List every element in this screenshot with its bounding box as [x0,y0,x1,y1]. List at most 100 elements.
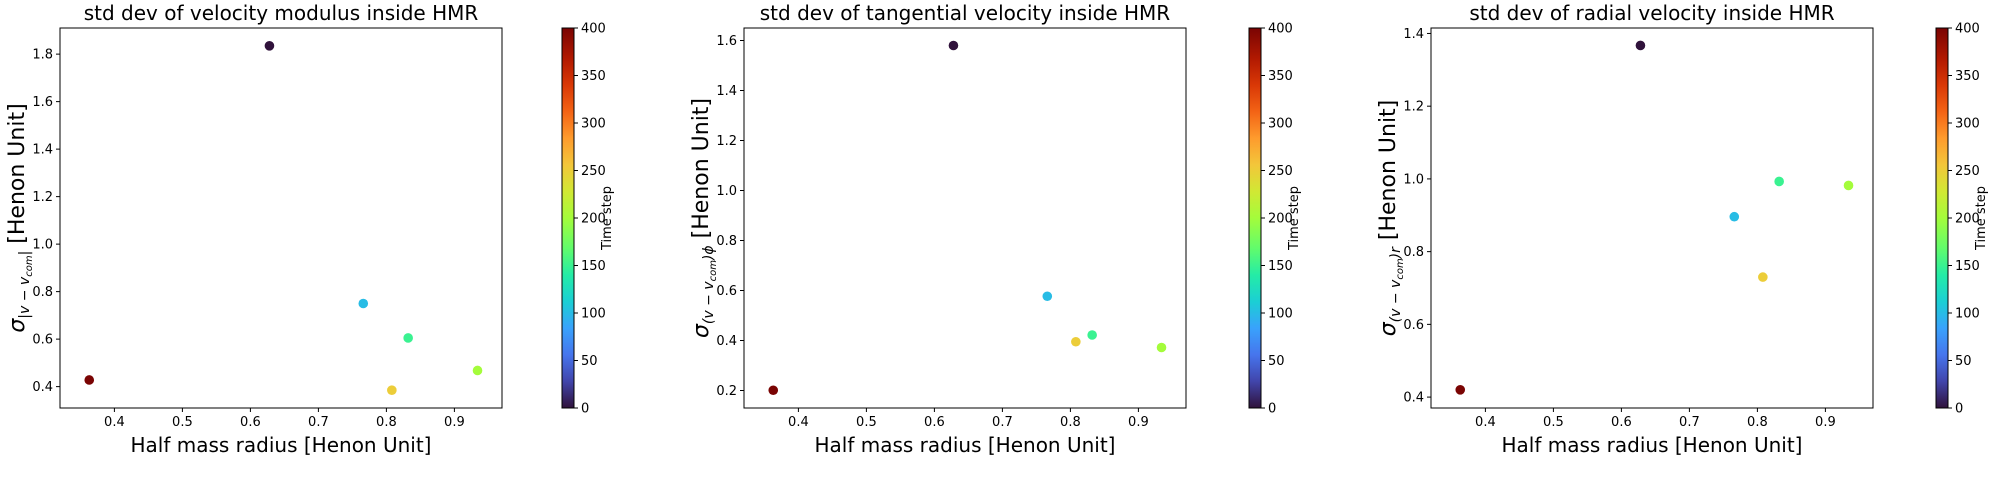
data-point-2[interactable] [403,333,413,343]
colorbar-tick-label: 300 [581,117,606,132]
data-point-0[interactable] [264,41,275,51]
colorbar-tick-label: 100 [1955,307,1980,322]
y-tick-label: 0.6 [32,333,53,348]
colorbar-label: Time step [1287,186,1302,251]
colorbar-tick-label: 0 [1268,402,1276,417]
colorbar-tick-label: 0 [581,402,589,417]
y-tick-label: 0.4 [1403,391,1424,406]
colorbar-tick-label: 400 [581,22,606,37]
x-axis-label: Half mass radius [Henon Unit] [131,433,432,457]
x-tick-label: 0.4 [1475,415,1496,430]
y-tick-label: 0.4 [32,380,53,395]
y-tick-label: 1.6 [32,95,53,110]
x-tick-label: 0.6 [924,415,945,430]
y-tick-label: 0.8 [1403,245,1424,260]
data-point-1[interactable] [358,298,369,309]
x-tick-label: 0.8 [1747,415,1768,430]
colorbar-gradient [1249,28,1261,408]
y-tick-label: 1.6 [716,34,737,49]
x-tick-label: 0.7 [1679,415,1700,430]
y-tick-label: 1.0 [32,238,53,253]
data-point-1[interactable] [1042,291,1053,302]
colorbar-label: Time step [600,186,615,251]
colorbar: 0 50 100 150 200 250 300 350 400 Time step [561,22,615,417]
colorbar-tick-label: 50 [1955,354,1972,369]
colorbar-tick-label: 150 [1268,259,1293,274]
data-point-0[interactable] [948,40,959,51]
data-point-4[interactable] [387,385,397,395]
y-tick-label: 1.2 [716,134,737,149]
x-axis-label: Half mass radius [Henon Unit] [1502,433,1803,457]
colorbar-label: Time step [1974,186,1989,251]
x-tick-label: 0.9 [1815,415,1836,430]
data-point-0[interactable] [1635,40,1646,51]
data-point-2[interactable] [1087,330,1097,340]
colorbar-tick-label: 150 [581,259,606,274]
colorbar-tick-label: 50 [1268,354,1285,369]
y-tick-label: 1.0 [1403,172,1424,187]
y-axis-label: σ|v − vcom| [Henon Unit] [5,103,35,332]
data-point-2[interactable] [1774,176,1784,187]
subplot-1: std dev of velocity modulus inside HMR 0.… [5,1,615,457]
colorbar-tick-label: 400 [1268,22,1293,37]
colorbar: 0 50 100 150 200 250 300 350 400 Time step [1248,22,1302,417]
x-tick-label: 0.4 [104,415,125,430]
colorbar-tick-label: 200 [581,212,606,227]
colorbar-tick-label: 150 [1955,259,1980,274]
y-tick-label: 1.0 [716,184,737,199]
chart-title: std dev of radial velocity inside HMR [1469,1,1834,25]
colorbar-tick-label: 350 [1268,69,1293,84]
x-tick-label: 0.8 [376,415,397,430]
data-point-3[interactable] [1156,342,1167,353]
colorbar-tick-label: 350 [1955,69,1980,84]
y-tick-label: 0.2 [716,384,737,399]
x-tick-label: 0.9 [444,415,465,430]
colorbar-tick-label: 300 [1268,117,1293,132]
y-tick-label: 0.8 [716,234,737,249]
data-point-5[interactable] [84,375,95,385]
colorbar-tick-label: 250 [581,164,606,179]
y-tick-label: 1.4 [1403,27,1424,42]
colorbar-tick-label: 350 [581,69,606,84]
x-tick-label: 0.5 [172,415,193,430]
colorbar-tick-label: 400 [1955,22,1980,37]
colorbar-tick-label: 100 [1268,307,1293,322]
x-tick-label: 0.9 [1128,415,1149,430]
colorbar-tick-label: 300 [1955,117,1980,132]
x-tick-label: 0.6 [240,415,261,430]
colorbar-tick-label: 200 [1955,212,1980,227]
y-tick-label: 0.8 [32,285,53,300]
data-point-1[interactable] [1729,211,1740,222]
y-tick-label: 0.4 [716,334,737,349]
y-tick-label: 1.2 [1403,100,1424,115]
x-axis-label: Half mass radius [Henon Unit] [815,433,1116,457]
colorbar-tick-label: 200 [1268,212,1293,227]
data-point-5[interactable] [768,385,779,396]
x-tick-label: 0.8 [1060,415,1081,430]
colorbar-gradient [562,28,574,408]
data-point-4[interactable] [1758,272,1768,282]
axes-frame [1430,27,1874,409]
x-tick-label: 0.5 [1543,415,1564,430]
y-tick-label: 0.6 [1403,318,1424,333]
x-tick-label: 0.7 [992,415,1013,430]
colorbar-gradient [1936,28,1948,408]
data-point-5[interactable] [1455,385,1466,395]
data-point-3[interactable] [472,365,483,376]
colorbar-tick-label: 100 [581,307,606,322]
colorbar-tick-label: 0 [1955,402,1963,417]
data-point-4[interactable] [1071,336,1081,347]
y-tick-label: 1.2 [32,190,53,205]
data-point-3[interactable] [1843,180,1854,191]
subplot-2: std dev of tangential velocity inside HM… [689,1,1302,457]
chart-title: std dev of tangential velocity inside HM… [760,1,1171,25]
axes-frame [59,27,503,409]
y-tick-label: 1.4 [716,84,737,99]
colorbar: 0 50 100 150 200 250 300 350 400 Time step [1935,22,1989,417]
x-tick-label: 0.6 [1611,415,1632,430]
y-axis-label: σ(v − vcom)r [Henon Unit] [1376,100,1406,337]
colorbar-tick-label: 250 [1955,164,1980,179]
y-tick-label: 0.6 [716,284,737,299]
y-tick-label: 1.4 [32,143,53,158]
x-tick-label: 0.4 [788,415,809,430]
